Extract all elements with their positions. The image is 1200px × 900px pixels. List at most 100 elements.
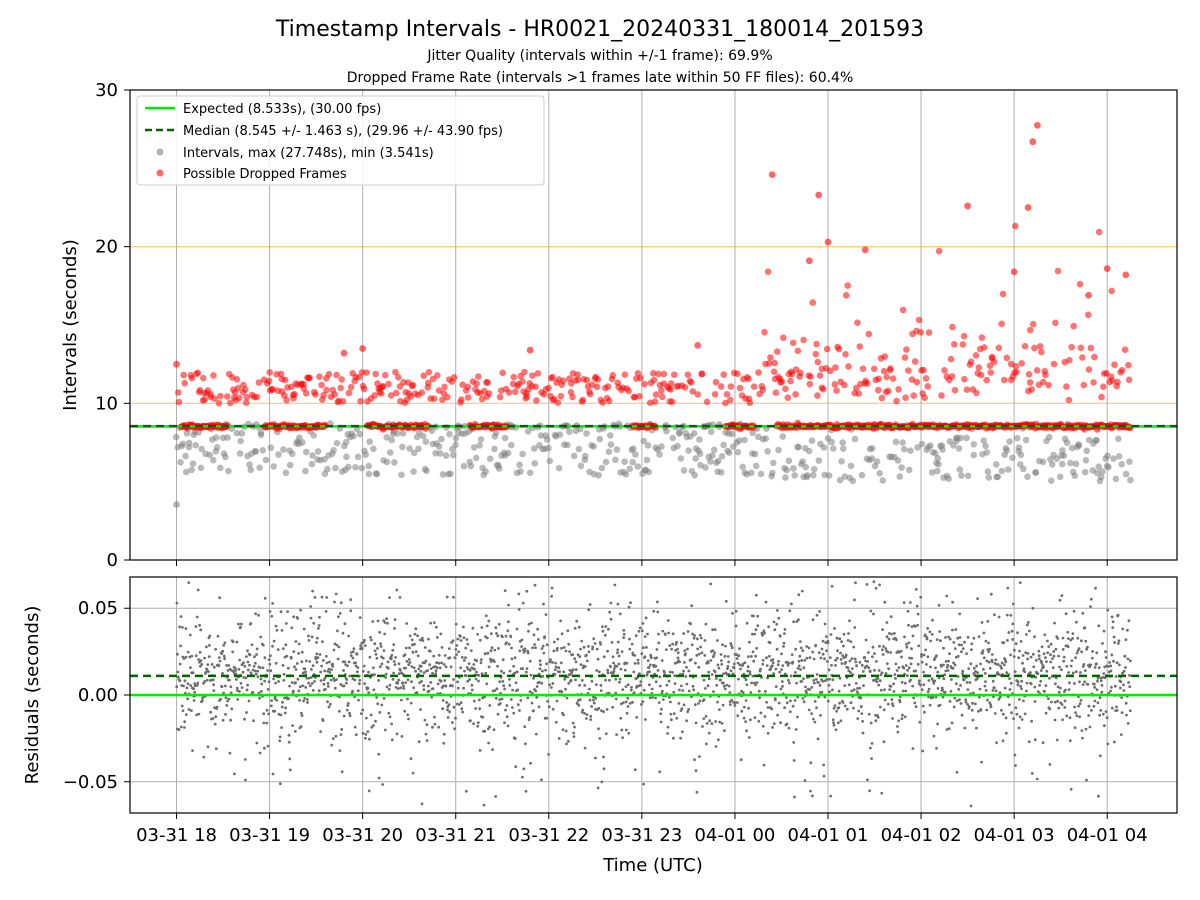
residual-point [926, 627, 929, 630]
interval-point [532, 383, 539, 391]
residual-point [427, 637, 430, 641]
interval-point [934, 467, 941, 475]
interval-point [223, 393, 231, 400]
interval-point [358, 464, 366, 472]
residual-point [742, 705, 746, 709]
residual-point [761, 724, 765, 728]
residual-point [1099, 709, 1103, 712]
residual-point [488, 704, 492, 707]
residual-point [212, 689, 216, 692]
residual-point [438, 666, 442, 670]
residual-point [735, 657, 739, 660]
interval-point [459, 381, 466, 389]
residual-point [726, 655, 730, 658]
interval-point [590, 443, 597, 450]
residual-point [848, 619, 851, 623]
residual-point [541, 669, 544, 673]
residual-point [617, 654, 621, 658]
residual-point [832, 723, 836, 727]
residual-point [484, 671, 488, 675]
interval-point [640, 437, 648, 445]
residual-point [841, 701, 845, 704]
residual-point [1074, 656, 1077, 659]
interval-point [676, 429, 684, 436]
interval-point [810, 465, 818, 473]
residual-point [404, 666, 408, 670]
residual-point [1002, 663, 1006, 667]
residual-point [813, 681, 816, 685]
residual-point [1092, 704, 1096, 708]
residual-point [492, 728, 496, 732]
residual-point [988, 666, 992, 670]
residual-point [946, 663, 950, 667]
interval-point [1026, 379, 1034, 386]
residual-point [720, 721, 724, 725]
residual-point [452, 705, 456, 709]
residual-point [348, 711, 351, 715]
interval-point [395, 373, 402, 381]
residual-point [1030, 772, 1034, 775]
residual-point [742, 716, 746, 720]
interval-point [1072, 460, 1080, 468]
residual-point [856, 687, 859, 690]
residual-point [219, 697, 222, 701]
residual-point [960, 650, 963, 654]
interval-point [180, 371, 187, 379]
x-tick-label: 03-31 22 [508, 825, 589, 846]
residual-point [258, 666, 262, 670]
residual-point [636, 658, 640, 662]
residual-point [308, 684, 312, 688]
x-tick-label: 03-31 23 [601, 825, 682, 846]
residual-point [1080, 639, 1083, 643]
residual-point [390, 654, 394, 657]
intervals-x-ticks [176, 560, 1108, 566]
residual-point [640, 629, 644, 633]
residual-point [1008, 677, 1011, 680]
residual-point [253, 661, 257, 665]
residual-point [744, 720, 747, 723]
residual-point [394, 656, 397, 659]
residual-point [480, 672, 484, 676]
residual-point [984, 689, 988, 692]
residual-point [334, 734, 338, 738]
residual-point [939, 639, 942, 643]
interval-point [1024, 473, 1031, 481]
residuals-plot: −0.050.000.05 03-31 18 03-31 19 03-31 20 03… [22, 576, 1178, 846]
residual-point [1033, 685, 1037, 689]
residual-point [359, 644, 362, 648]
interval-point [236, 450, 244, 457]
residual-point [776, 663, 780, 667]
residual-point [196, 681, 200, 685]
residual-point [221, 672, 224, 675]
interval-point [303, 448, 310, 456]
interval-point [1045, 381, 1052, 389]
residual-point [332, 677, 336, 680]
residual-point [248, 663, 251, 667]
residual-point [1013, 648, 1016, 652]
residual-point [573, 626, 577, 630]
interval-point [1090, 379, 1097, 386]
residual-point [667, 631, 670, 635]
interval-point [993, 461, 1000, 468]
residual-point [853, 626, 857, 629]
residual-point [908, 601, 912, 604]
residual-point [718, 708, 721, 711]
residual-point [724, 644, 727, 648]
interval-point [593, 383, 601, 391]
interval-point [345, 463, 352, 471]
residual-point [651, 696, 654, 699]
residual-point [320, 595, 324, 599]
residual-point [648, 696, 652, 700]
residual-point [981, 649, 985, 653]
residual-point [356, 689, 360, 693]
residual-point [1114, 675, 1118, 678]
residual-point [719, 653, 723, 656]
residual-point [228, 751, 232, 755]
residual-point [358, 616, 362, 619]
residual-point [554, 665, 558, 669]
residual-point [754, 683, 757, 687]
interval-point [868, 455, 876, 462]
residual-point [995, 741, 998, 745]
legend: Expected (8.533s), (30.00 fps) Median (8… [136, 95, 545, 186]
residual-point [964, 698, 968, 702]
